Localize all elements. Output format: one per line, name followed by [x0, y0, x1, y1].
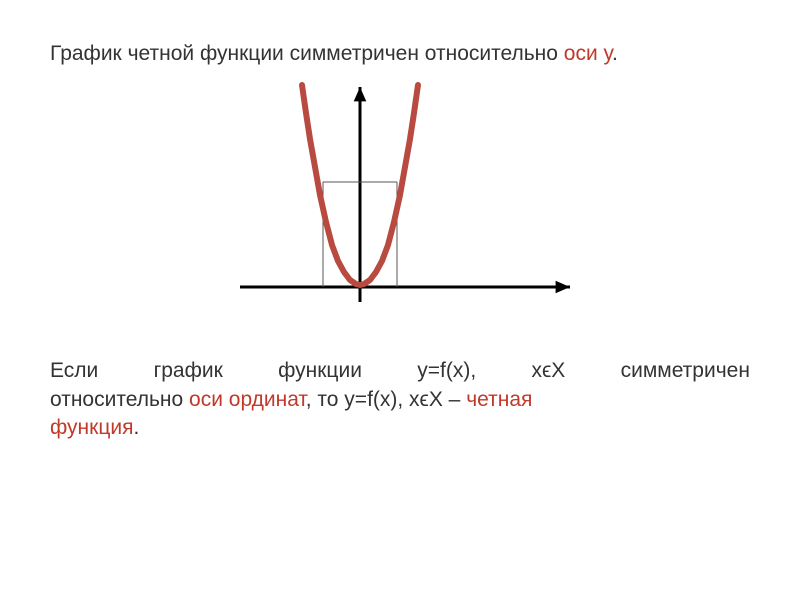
- s2r2-hl2: четная: [466, 388, 532, 411]
- s2r1w3: функции: [278, 357, 362, 385]
- statement-2: Если график функции y=f(x), хϵХ симметри…: [50, 357, 750, 442]
- even-function-chart: [220, 67, 580, 327]
- s2r2-pre: относительно: [50, 388, 189, 411]
- s2r1w5: хϵХ: [531, 357, 565, 385]
- s2r3-post: .: [133, 416, 139, 439]
- s2r1w2: график: [154, 357, 223, 385]
- s1-pre: График четной функции симметричен относи…: [50, 42, 564, 65]
- s1-post: .: [612, 42, 618, 65]
- s2-row2: относительно оси ординат, то y=f(x), хϵХ…: [50, 386, 750, 414]
- s2r3-hl: функция: [50, 416, 133, 439]
- statement-1: График четной функции симметричен относи…: [50, 40, 750, 67]
- s2r2-hl1: оси ординат: [189, 388, 306, 411]
- s2r2-mid: , то y=f(x), хϵХ –: [306, 388, 466, 411]
- slide: График четной функции симметричен относи…: [0, 0, 800, 600]
- chart-container: [50, 67, 750, 327]
- s2-row1: Если график функции y=f(x), хϵХ симметри…: [50, 357, 750, 385]
- s2-row3: функция.: [50, 414, 750, 442]
- s2r1w1: Если: [50, 357, 98, 385]
- s2r1w6: симметричен: [621, 357, 750, 385]
- s1-highlight: оси у: [564, 42, 612, 65]
- s2r1w4: y=f(x),: [417, 357, 476, 385]
